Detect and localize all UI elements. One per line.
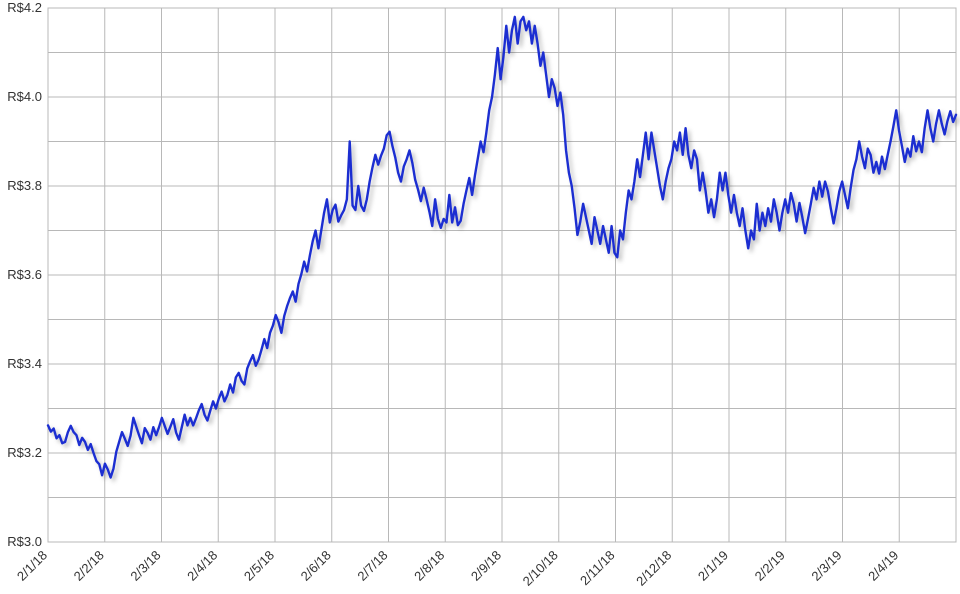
y-tick-label: R$3.8 [7,178,42,193]
y-tick-label: R$3.0 [7,534,42,549]
y-tick-label: R$3.2 [7,445,42,460]
y-tick-label: R$3.4 [7,356,42,371]
y-tick-label: R$3.6 [7,267,42,282]
chart-svg: R$3.0R$3.2R$3.4R$3.6R$3.8R$4.0R$4.22/1/1… [0,0,960,594]
exchange-rate-chart: R$3.0R$3.2R$3.4R$3.6R$3.8R$4.0R$4.22/1/1… [0,0,960,594]
y-tick-label: R$4.0 [7,89,42,104]
y-tick-label: R$4.2 [7,0,42,15]
